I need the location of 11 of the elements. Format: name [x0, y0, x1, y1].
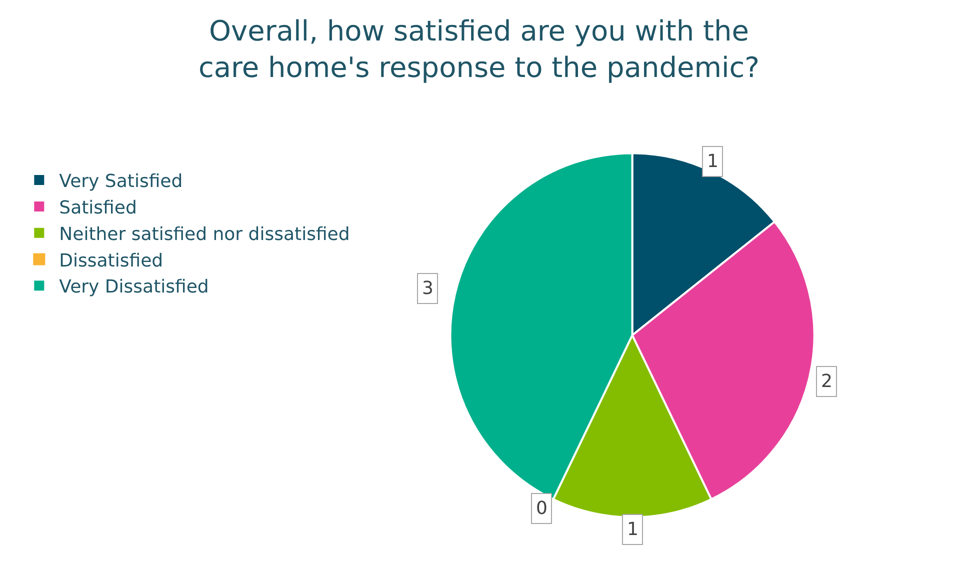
legend-label: Very Dissatisfied — [59, 276, 209, 298]
data-label: 2 — [821, 371, 832, 392]
legend-label: Neither satisfied nor dissatisfied — [59, 224, 350, 245]
text: 0 — [536, 498, 548, 519]
legend-label: Dissatisfied — [59, 250, 164, 272]
legend-label: Very Satisfied — [59, 171, 183, 192]
legend-label: Satisfied — [59, 197, 137, 218]
data-label: 1 — [707, 151, 718, 172]
data-label: 3 — [422, 278, 434, 299]
data-label: 1 — [627, 519, 638, 540]
chart-title: Overall, how satisfied are you with the care home's response to the pandemic? — [198, 14, 760, 84]
